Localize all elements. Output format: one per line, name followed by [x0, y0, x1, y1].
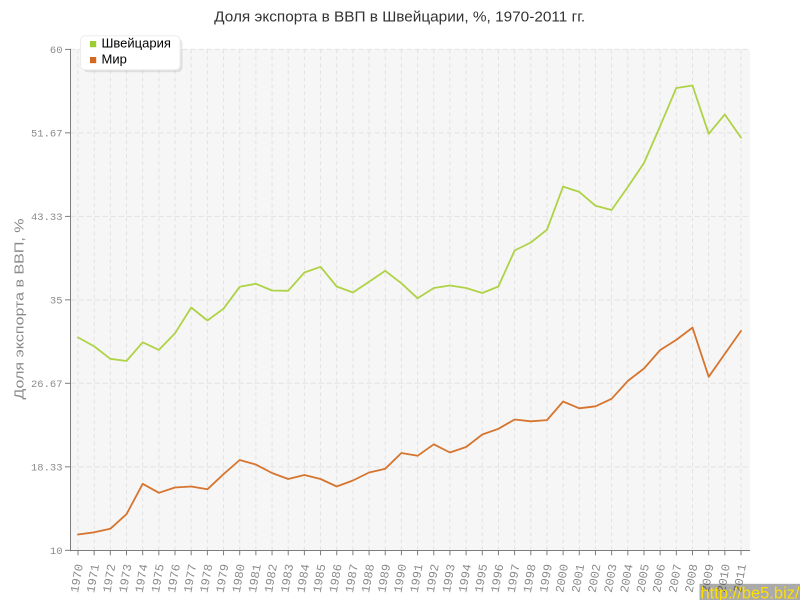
svg-text:1973: 1973 — [117, 563, 136, 594]
svg-text:1999: 1999 — [537, 563, 556, 594]
svg-text:http://be5.biz/: http://be5.biz/ — [701, 585, 800, 600]
svg-text:2010: 2010 — [715, 563, 734, 594]
svg-text:1977: 1977 — [181, 563, 200, 594]
svg-text:10: 10 — [50, 546, 63, 558]
svg-text:1997: 1997 — [505, 563, 524, 594]
svg-text:Доля экспорта в ВВП, %: Доля экспорта в ВВП, % — [13, 219, 27, 400]
svg-text:2009: 2009 — [699, 563, 718, 594]
svg-text:2005: 2005 — [634, 563, 653, 594]
svg-text:1979: 1979 — [214, 563, 233, 594]
svg-text:60: 60 — [50, 45, 63, 57]
svg-text:1972: 1972 — [100, 563, 119, 594]
svg-text:1982: 1982 — [262, 563, 281, 594]
svg-text:1986: 1986 — [327, 563, 346, 594]
svg-text:2011: 2011 — [731, 563, 750, 594]
svg-text:2008: 2008 — [683, 563, 702, 594]
svg-text:Швейцария: Швейцария — [102, 36, 171, 51]
svg-text:1988: 1988 — [359, 563, 378, 594]
svg-text:2007: 2007 — [666, 563, 685, 594]
svg-text:2006: 2006 — [650, 563, 669, 594]
svg-text:1996: 1996 — [489, 563, 508, 594]
svg-text:26.67: 26.67 — [31, 379, 63, 391]
svg-text:1974: 1974 — [133, 563, 152, 594]
svg-text:1995: 1995 — [472, 563, 491, 594]
svg-text:2001: 2001 — [569, 563, 588, 594]
svg-text:Мир: Мир — [102, 52, 127, 67]
svg-text:1993: 1993 — [440, 563, 459, 594]
svg-text:1991: 1991 — [408, 563, 427, 594]
svg-text:43.33: 43.33 — [31, 212, 63, 224]
svg-text:1971: 1971 — [84, 563, 103, 594]
svg-text:2004: 2004 — [618, 563, 637, 594]
svg-text:2002: 2002 — [586, 563, 605, 594]
svg-text:2000: 2000 — [553, 563, 572, 594]
svg-text:1985: 1985 — [311, 563, 330, 594]
svg-text:1992: 1992 — [424, 563, 443, 594]
svg-text:1984: 1984 — [295, 563, 314, 594]
svg-text:1998: 1998 — [521, 563, 540, 594]
svg-text:1980: 1980 — [230, 563, 249, 594]
svg-text:1970: 1970 — [68, 563, 87, 594]
svg-text:18.33: 18.33 — [31, 463, 63, 475]
svg-text:1994: 1994 — [456, 563, 475, 594]
svg-text:1976: 1976 — [165, 563, 184, 594]
svg-text:Доля экспорта в ВВП в Швейцари: Доля экспорта в ВВП в Швейцарии, %, 1970… — [214, 9, 585, 26]
svg-text:2003: 2003 — [602, 563, 621, 594]
svg-text:1975: 1975 — [149, 563, 168, 594]
svg-text:1989: 1989 — [375, 563, 394, 594]
svg-text:1978: 1978 — [198, 563, 217, 594]
svg-text:1987: 1987 — [343, 563, 362, 594]
svg-text:51.67: 51.67 — [31, 129, 63, 141]
svg-text:35: 35 — [50, 296, 63, 308]
svg-text:1983: 1983 — [278, 563, 297, 594]
svg-text:1990: 1990 — [392, 563, 411, 594]
svg-text:1981: 1981 — [246, 563, 265, 594]
